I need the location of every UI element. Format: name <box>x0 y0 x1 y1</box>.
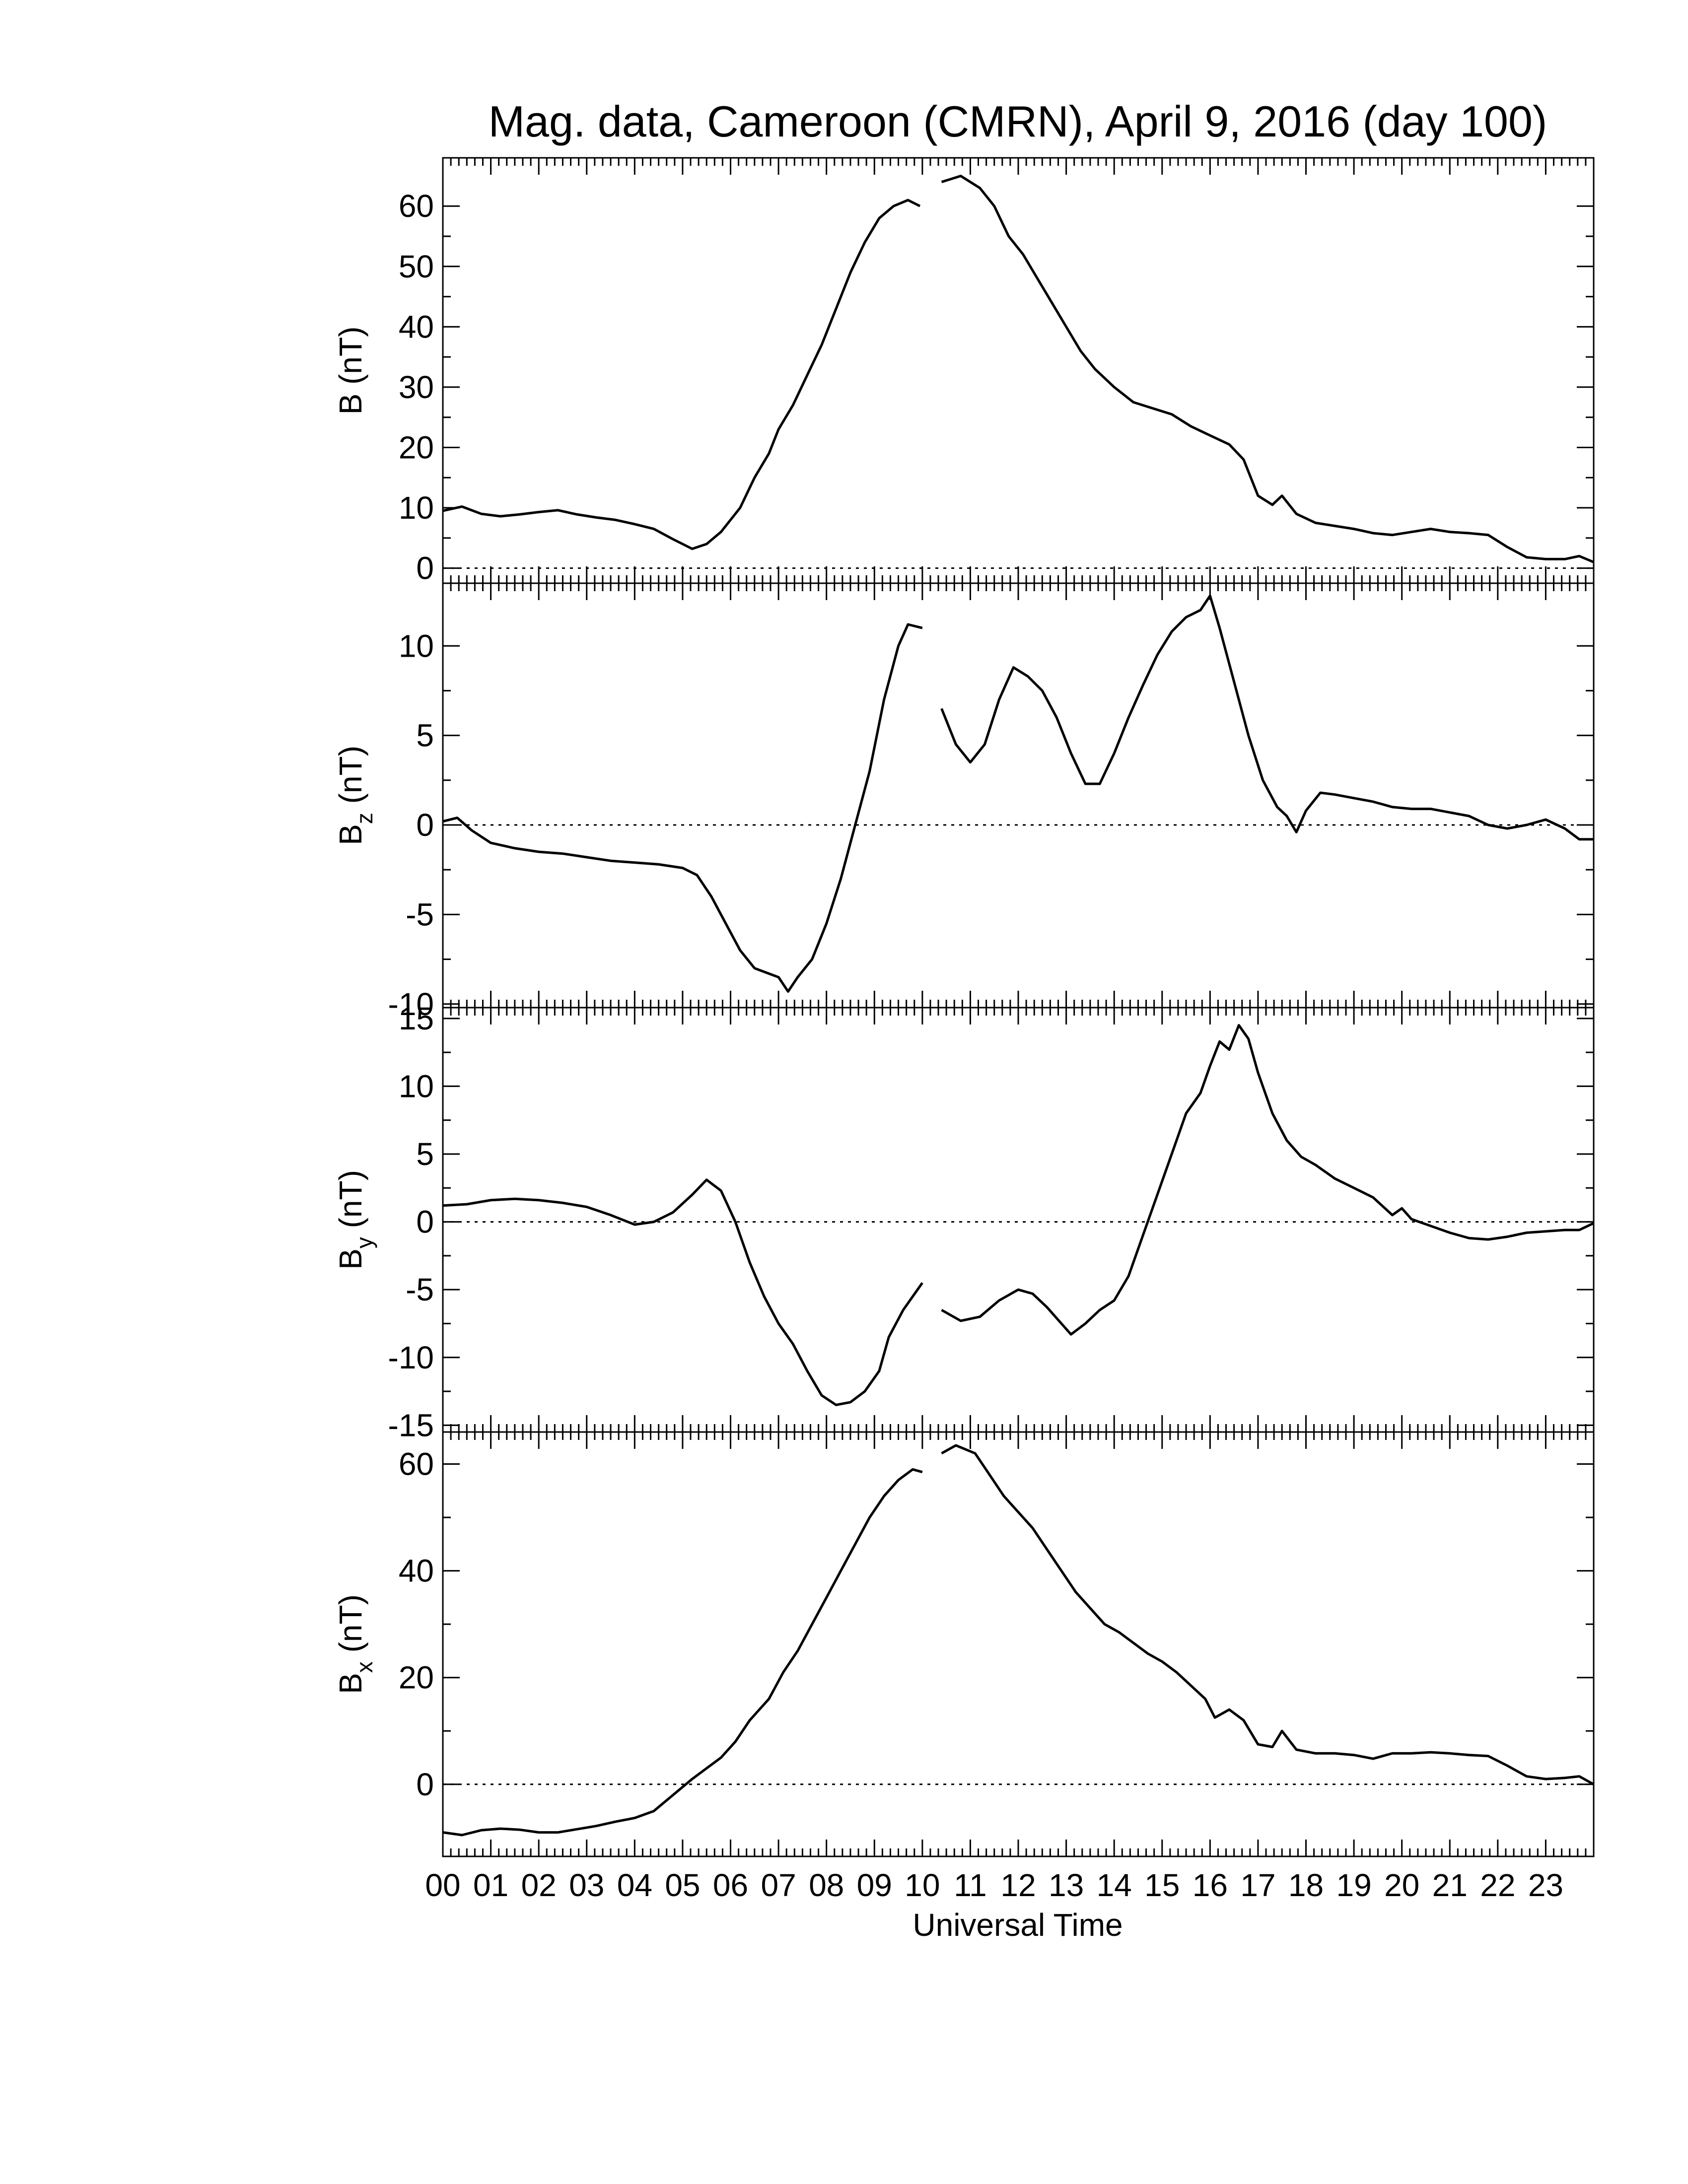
x-tick-label: 06 <box>713 1867 748 1903</box>
x-tick-label: 13 <box>1049 1867 1084 1903</box>
y-tick-label: 10 <box>399 490 434 526</box>
y-tick-label: 5 <box>416 1136 434 1172</box>
x-tick-label: 00 <box>425 1867 460 1903</box>
chart-title: Mag. data, Cameroon (CMRN), April 9, 201… <box>489 97 1547 146</box>
x-tick-label: 02 <box>521 1867 557 1903</box>
x-tick-label: 21 <box>1432 1867 1468 1903</box>
y-tick-label: 10 <box>399 628 434 664</box>
panel-1: 0 10 20 30 40 50 60 B (nT) <box>333 157 1595 586</box>
x-tick-label: 01 <box>473 1867 508 1903</box>
series-line-segment-2 <box>941 175 1594 563</box>
y-axis-label: Bx (nT) <box>333 1594 377 1694</box>
y-tick-label: 40 <box>399 1553 434 1589</box>
x-axis: 00 01 02 03 04 05 06 07 08 09 10 11 12 13 14 15 16 17 18 19… <box>425 1867 1563 1903</box>
y-tick-label: -5 <box>406 1272 434 1307</box>
series-line-segment-1 <box>442 1468 923 1837</box>
x-tick-label: 20 <box>1384 1867 1419 1903</box>
x-tick-label: 09 <box>857 1867 892 1903</box>
y-tick-label: -15 <box>388 1407 434 1443</box>
series-line-segment-2 <box>941 1024 1595 1336</box>
y-tick-label: 5 <box>416 718 434 753</box>
y-tick-label: 0 <box>416 550 434 586</box>
y-tick-label: 15 <box>399 1001 434 1036</box>
y-tick-label: 20 <box>399 429 434 465</box>
y-axis-label: B (nT) <box>333 327 368 415</box>
x-tick-label: 03 <box>569 1867 604 1903</box>
x-tick-label: 08 <box>809 1867 844 1903</box>
y-tick-label: 0 <box>416 807 434 843</box>
x-tick-label: 11 <box>954 1867 986 1903</box>
series-line-segment-1 <box>442 623 923 993</box>
panel-4: 0 20 40 60 Bx (nT) <box>333 1431 1595 1857</box>
x-tick-label: 10 <box>905 1867 940 1903</box>
y-tick-label: 0 <box>416 1767 434 1802</box>
y-tick-label: 40 <box>399 309 434 344</box>
x-tick-label: 07 <box>761 1867 796 1903</box>
x-tick-label: 15 <box>1144 1867 1180 1903</box>
series-line-segment-1 <box>442 1178 923 1406</box>
x-tick-label: 12 <box>1000 1867 1036 1903</box>
panel-frame <box>442 582 1595 1009</box>
x-tick-label: 04 <box>617 1867 652 1903</box>
y-tick-label: 20 <box>399 1660 434 1696</box>
y-tick-label: 10 <box>399 1068 434 1104</box>
y-tick-label: -10 <box>388 986 434 1022</box>
x-tick-label: 19 <box>1336 1867 1371 1903</box>
y-tick-label: 60 <box>399 188 434 224</box>
series-line-segment-2 <box>940 594 1594 841</box>
y-axis-label: Bz (nT) <box>333 746 377 845</box>
x-axis-label: Universal Time <box>913 1907 1123 1943</box>
series-line-segment-2 <box>941 1444 1595 1785</box>
panel-frame <box>442 1431 1595 1857</box>
panel-frame <box>442 1007 1595 1433</box>
x-tick-label: 14 <box>1097 1867 1132 1903</box>
x-tick-label: 22 <box>1480 1867 1515 1903</box>
y-tick-label: -5 <box>406 896 434 932</box>
x-tick-label: 18 <box>1288 1867 1324 1903</box>
y-tick-label: -10 <box>388 1340 434 1375</box>
y-tick-label: 60 <box>399 1446 434 1482</box>
y-tick-label: 50 <box>399 249 434 284</box>
panel-3: -15 -10 -5 0 5 10 15 By (nT) <box>333 1001 1595 1443</box>
y-axis-label: By (nT) <box>333 1170 377 1270</box>
x-tick-label: 05 <box>665 1867 700 1903</box>
x-tick-label: 17 <box>1240 1867 1275 1903</box>
x-tick-label: 23 <box>1528 1867 1563 1903</box>
panel-2: -10 -5 0 5 10 Bz (nT) <box>333 582 1595 1022</box>
series-line-segment-1 <box>442 199 921 550</box>
y-tick-label: 0 <box>416 1204 434 1240</box>
y-tick-label: 30 <box>399 369 434 405</box>
x-tick-label: 16 <box>1193 1867 1228 1903</box>
